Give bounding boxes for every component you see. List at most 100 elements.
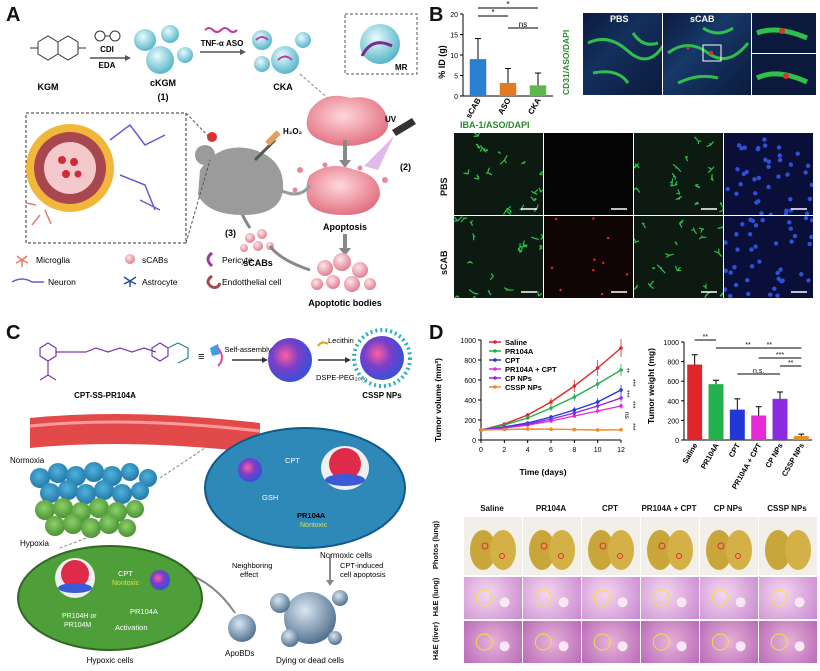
d-bar-ytick-label: 1000 xyxy=(663,340,679,347)
d-line-point xyxy=(549,406,553,410)
c-effect-label: effect xyxy=(240,570,259,579)
he-stain-tile xyxy=(522,576,582,620)
aso-strand xyxy=(204,27,238,33)
he-stain-tile xyxy=(758,576,818,620)
lung-photo xyxy=(758,516,818,576)
kgm-label: KGM xyxy=(38,82,59,92)
panel-a: A KGM xyxy=(0,0,425,318)
d-line-point xyxy=(572,395,577,399)
iba1-tile xyxy=(453,215,544,299)
d-line-sig: ns xyxy=(623,412,630,420)
d-legend-label: CP NPs xyxy=(505,374,532,383)
d-bar-ytick-label: 0 xyxy=(675,438,679,445)
svg-text:≡: ≡ xyxy=(198,351,204,363)
d-photo-column-label: CSSP NPs xyxy=(767,504,807,513)
c-dspe-label: DSPE-PEG₂₀₀₀ xyxy=(316,373,367,382)
macrophage-cell xyxy=(306,95,389,146)
b-ytick-label: 5 xyxy=(454,74,458,81)
d-line-point xyxy=(549,417,553,421)
d-legend-marker xyxy=(493,340,497,344)
d-line-sig: *** xyxy=(629,401,636,409)
normoxic-cell xyxy=(204,427,406,549)
panel-c-label: C xyxy=(6,322,21,344)
d-line-point xyxy=(502,427,507,432)
step3-label: (3) xyxy=(225,228,236,238)
microscopy-scab-cd31 xyxy=(662,12,752,96)
d-line-point xyxy=(619,368,623,372)
ckgm-particles xyxy=(134,25,193,74)
b-sig-label: * xyxy=(506,0,509,9)
iba1-tile xyxy=(723,215,814,299)
b-category-label: CKA xyxy=(526,96,543,116)
d-bar-ytick-label: 200 xyxy=(667,418,679,425)
b-category-label: ASO xyxy=(496,97,512,117)
ckgm-label: cKGM xyxy=(150,78,176,88)
panel-c-diagram: CPT-SS-PR104A ≡ Self-assembly Lecithin D… xyxy=(10,328,412,665)
hypoxic-cell xyxy=(17,545,203,651)
iba1-tile xyxy=(633,215,724,299)
b-ytick-label: 20 xyxy=(450,12,458,19)
apoptotic-bodies xyxy=(311,253,376,292)
iba1-tile xyxy=(543,215,634,299)
d-line-point xyxy=(619,428,623,432)
lung-photo xyxy=(640,516,700,576)
c-hypoxic-nontoxic-label: Nontoxic xyxy=(112,580,140,587)
tumor-weight-chart: Tumor weight (mg) 0 200 400 600 800 1000 Salin… xyxy=(646,334,812,491)
eda-label: EDA xyxy=(99,61,116,70)
d-line-xtick-label: 10 xyxy=(594,447,602,454)
d-line-point xyxy=(525,422,530,426)
d-bar xyxy=(793,436,809,440)
b-top-scab-label: sCAB xyxy=(690,14,715,24)
b-bar xyxy=(469,59,487,96)
iba1-tile xyxy=(543,132,634,216)
d-line-point xyxy=(525,427,530,431)
c-activation-label: Activation xyxy=(115,623,148,632)
d-line-xtick-label: 4 xyxy=(526,447,530,454)
d-bar-sig-label: n.s. xyxy=(753,368,764,375)
cssp-np xyxy=(360,336,404,380)
microscopy-scab-zoom-1 xyxy=(751,12,817,54)
d-legend-label: PR104A + CPT xyxy=(505,365,557,374)
cka-particles xyxy=(252,30,311,74)
d-line-ylabel: Tumor volume (mm³) xyxy=(433,358,443,442)
d-legend-marker xyxy=(493,349,497,353)
d-line-ytick-label: 600 xyxy=(464,378,476,385)
lung-photo xyxy=(522,516,582,576)
cdi-structure xyxy=(94,30,121,42)
blood-vessel xyxy=(30,414,260,453)
d-line-point xyxy=(595,404,600,408)
d-line-xtick-label: 8 xyxy=(572,447,576,454)
legend-scabs: sCABs xyxy=(142,255,168,265)
b-top-pbs-label: PBS xyxy=(610,14,629,24)
apobd-particle xyxy=(228,614,256,642)
uv-lamp-icon xyxy=(392,118,416,136)
c-cpt-induced-label: CPT-induced xyxy=(340,561,383,570)
d-line-point xyxy=(572,427,577,432)
d-line-point xyxy=(619,396,623,400)
d-line-xtick-label: 2 xyxy=(502,447,506,454)
scab-icon xyxy=(125,254,135,264)
d-line-ytick-label: 400 xyxy=(464,398,476,405)
iba1-tile xyxy=(453,132,544,216)
d-bar-ylabel: Tumor weight (mg) xyxy=(646,348,656,424)
legend-endothelial: Endotthelial cell xyxy=(222,277,282,287)
he-stain-tile xyxy=(699,576,759,620)
panel-d: D Tumor volume (mm³) Time (days) 0 200 400… xyxy=(425,318,820,671)
d-legend-marker xyxy=(493,358,497,362)
d-line-point xyxy=(479,428,483,432)
he-stain-tile xyxy=(581,620,641,664)
b-ytick-label: 0 xyxy=(454,94,458,101)
uv-label: UV xyxy=(385,115,397,124)
d-line-point xyxy=(525,416,530,420)
iba1-tile xyxy=(633,132,724,216)
legend-astrocyte: Astrocyte xyxy=(142,277,178,287)
dying-cell xyxy=(270,590,348,647)
d-line-sig: ** xyxy=(623,368,630,374)
endothelial-icon xyxy=(206,274,222,289)
d-bar xyxy=(708,384,724,440)
scabs-particles xyxy=(240,229,274,252)
d-line-xtick-label: 6 xyxy=(549,447,553,454)
microglia-icon xyxy=(15,255,29,267)
lung-photo xyxy=(463,516,523,576)
d-bar-category-label: CPT xyxy=(727,441,743,459)
